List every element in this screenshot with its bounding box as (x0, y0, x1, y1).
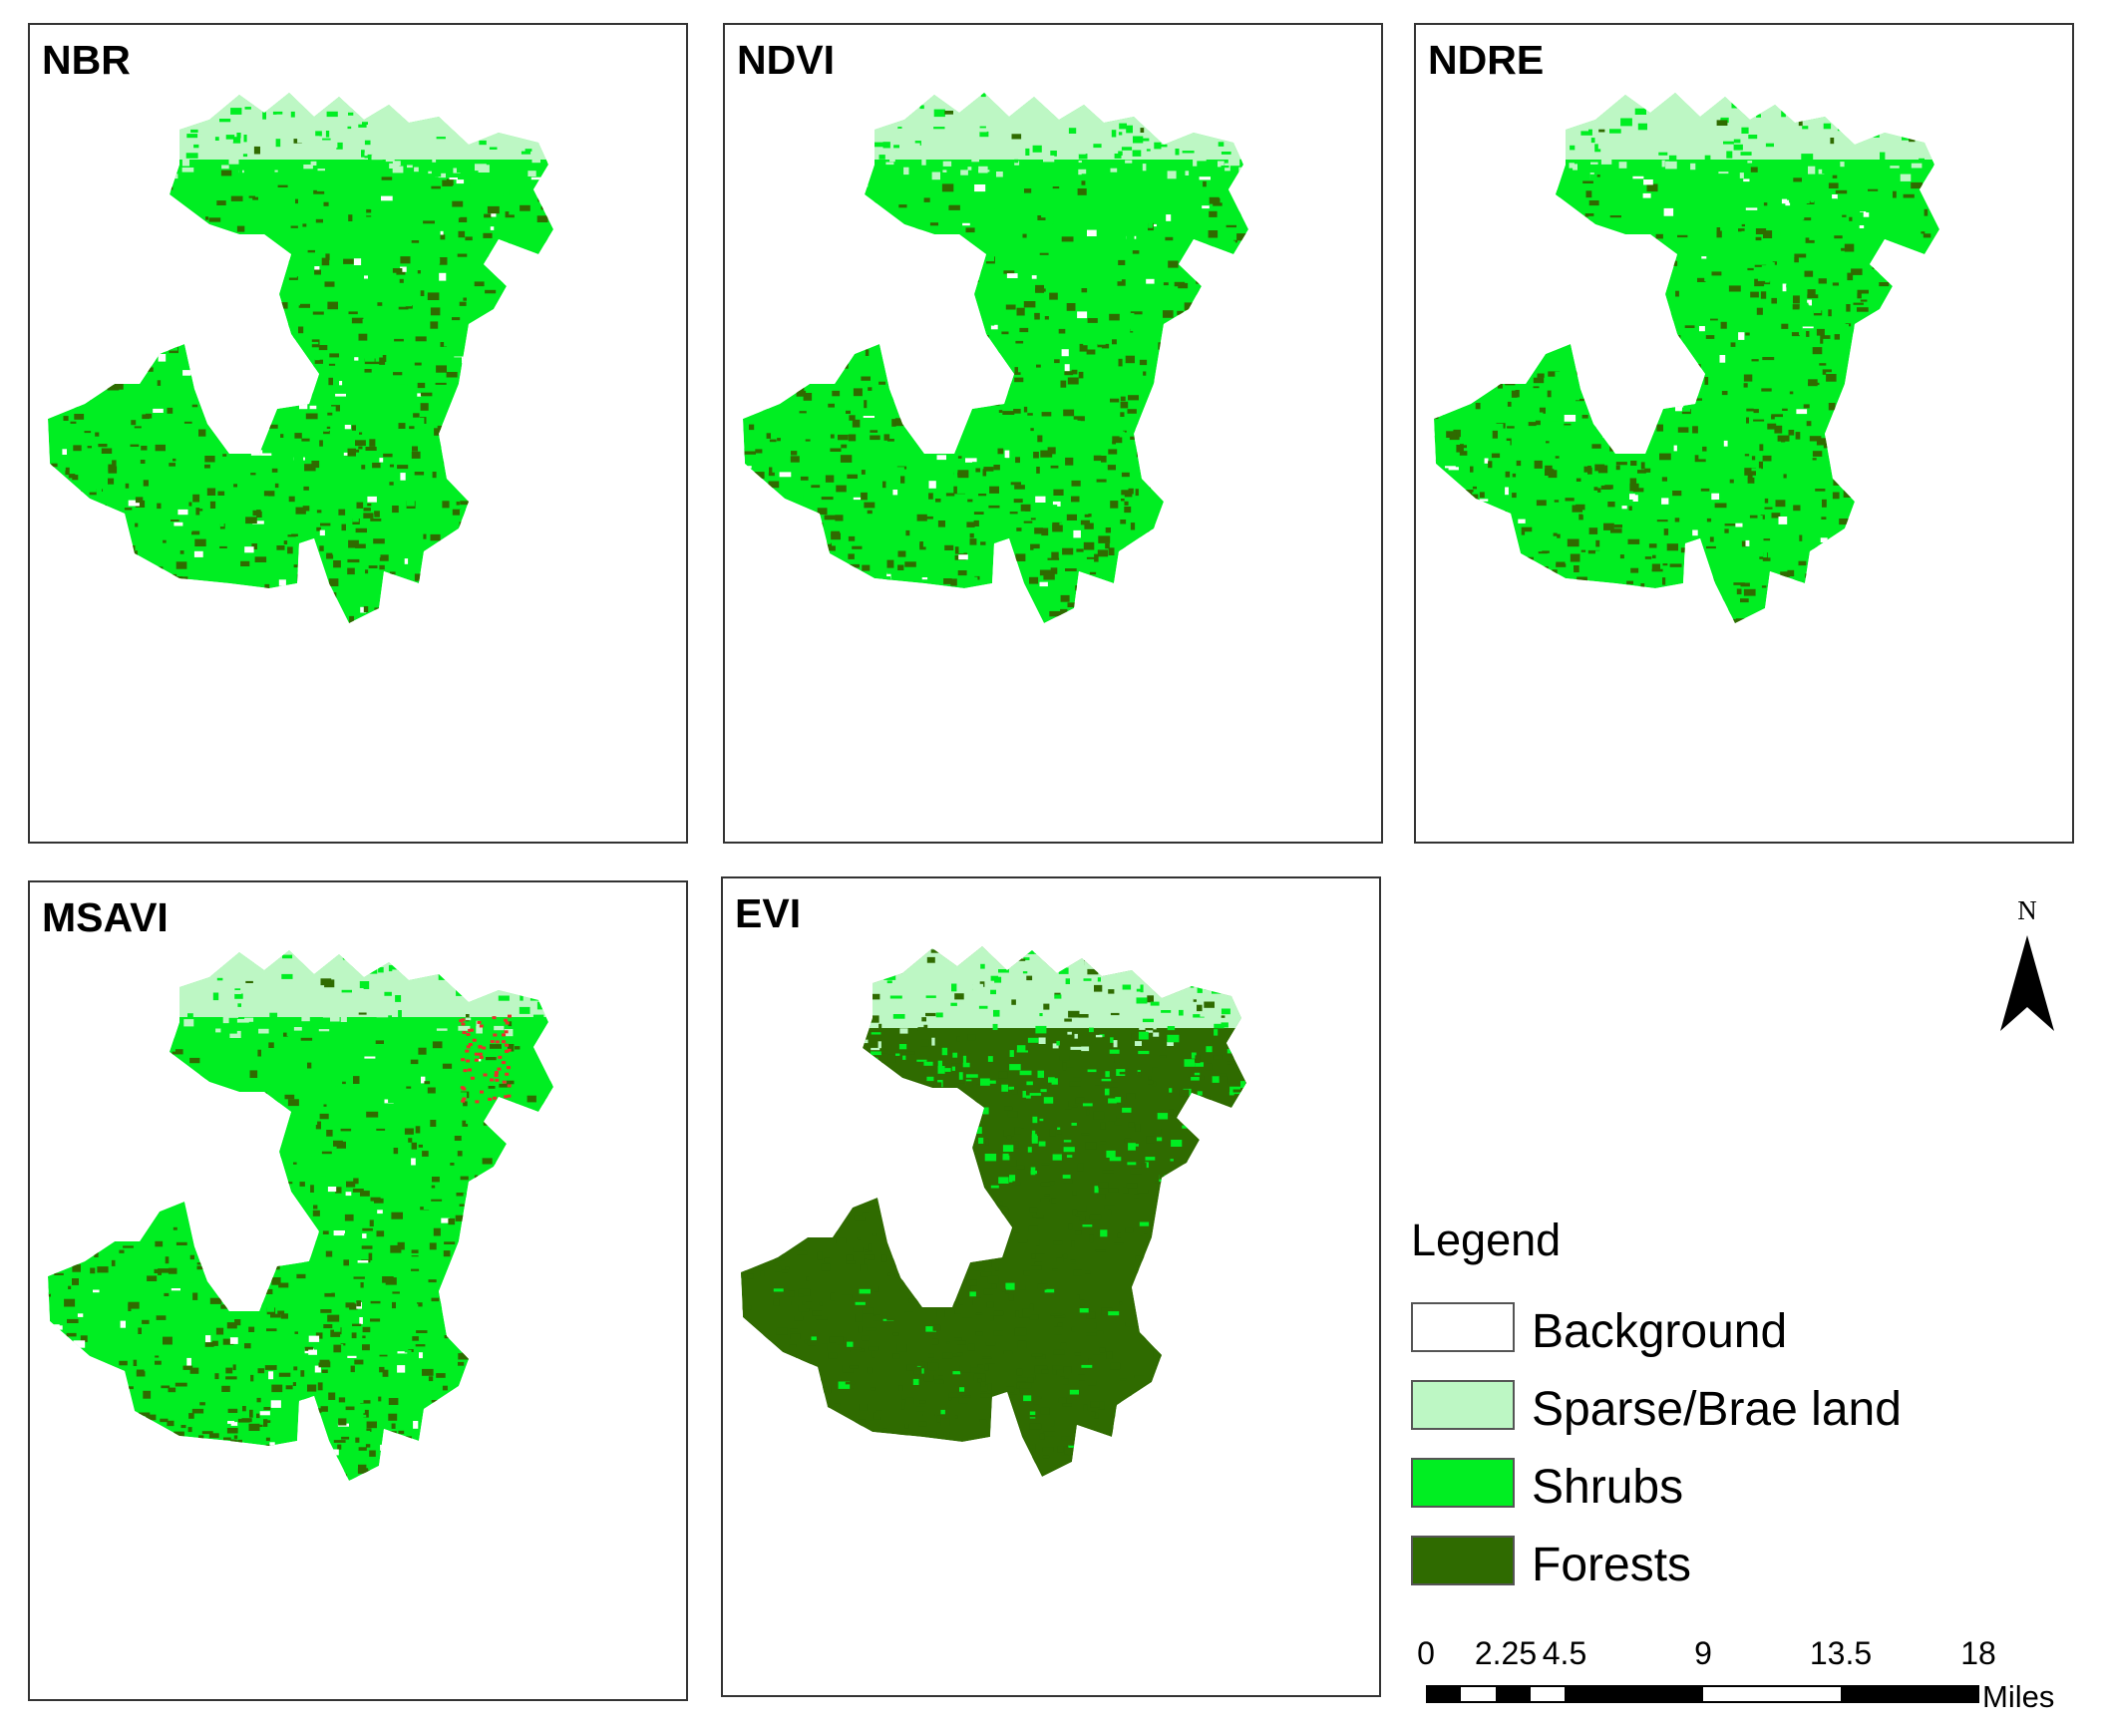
scale-units: Miles (1982, 1679, 2055, 1714)
map-panel-msavi: MSAVI (28, 880, 688, 1701)
ndre-map (1434, 93, 1939, 623)
nbr-map (48, 93, 553, 623)
scale-bar-graphic (1426, 1685, 1979, 1703)
land-cover-raster (741, 946, 1246, 1477)
map-panel-evi: EVI (721, 876, 1381, 1697)
legend-swatch (1411, 1536, 1515, 1585)
north-letter: N (2017, 895, 2037, 925)
msavi-map (48, 950, 553, 1481)
legend-swatch (1411, 1302, 1515, 1352)
panel-title: EVI (735, 890, 802, 936)
legend-title: Legend (1411, 1215, 1562, 1265)
panel-title: NBR (42, 37, 131, 83)
legend: Legend Background Sparse/Brae land Shrub… (1411, 1215, 2029, 1593)
legend-label: Sparse/Brae land (1532, 1383, 1902, 1436)
scale-tick-label: 2.25 (1474, 1635, 1538, 1671)
map-panel-ndvi: NDVI (723, 23, 1383, 844)
scale-tick-label: 13.5 (1809, 1635, 1873, 1671)
legend-item-forests: Forests (1411, 1536, 2029, 1591)
panel-title: MSAVI (42, 894, 169, 940)
land-cover-raster (743, 93, 1248, 623)
legend-label: Forests (1532, 1539, 1692, 1591)
legend-swatch (1411, 1380, 1515, 1430)
north-arrow: N (1992, 895, 2062, 1035)
legend-label: Background (1532, 1305, 1788, 1358)
land-cover-raster (48, 950, 553, 1481)
panel-title: NDVI (737, 37, 835, 83)
map-panel-ndre: NDRE (1414, 23, 2074, 844)
map-panel-nbr: NBR (28, 23, 688, 844)
scale-tick-label: 4.5 (1542, 1635, 1587, 1671)
panel-title: NDRE (1428, 37, 1545, 83)
scale-bar: 0 2.25 4.5 9 13.5 18 Miles (1416, 1635, 2074, 1715)
scale-tick-label: 18 (1960, 1635, 1996, 1671)
ndvi-map (743, 93, 1248, 623)
evi-map (741, 946, 1246, 1477)
legend-item-shrubs: Shrubs (1411, 1458, 2029, 1514)
legend-item-background: Background (1411, 1302, 2029, 1358)
legend-swatch (1411, 1458, 1515, 1508)
legend-item-sparse: Sparse/Brae land (1411, 1380, 2029, 1436)
land-cover-raster (48, 93, 553, 623)
land-cover-raster (1434, 93, 1939, 623)
north-arrow-icon (2000, 935, 2054, 1031)
legend-label: Shrubs (1532, 1461, 1684, 1514)
scale-tick-label: 9 (1694, 1635, 1712, 1671)
scale-tick-label: 0 (1417, 1635, 1435, 1671)
